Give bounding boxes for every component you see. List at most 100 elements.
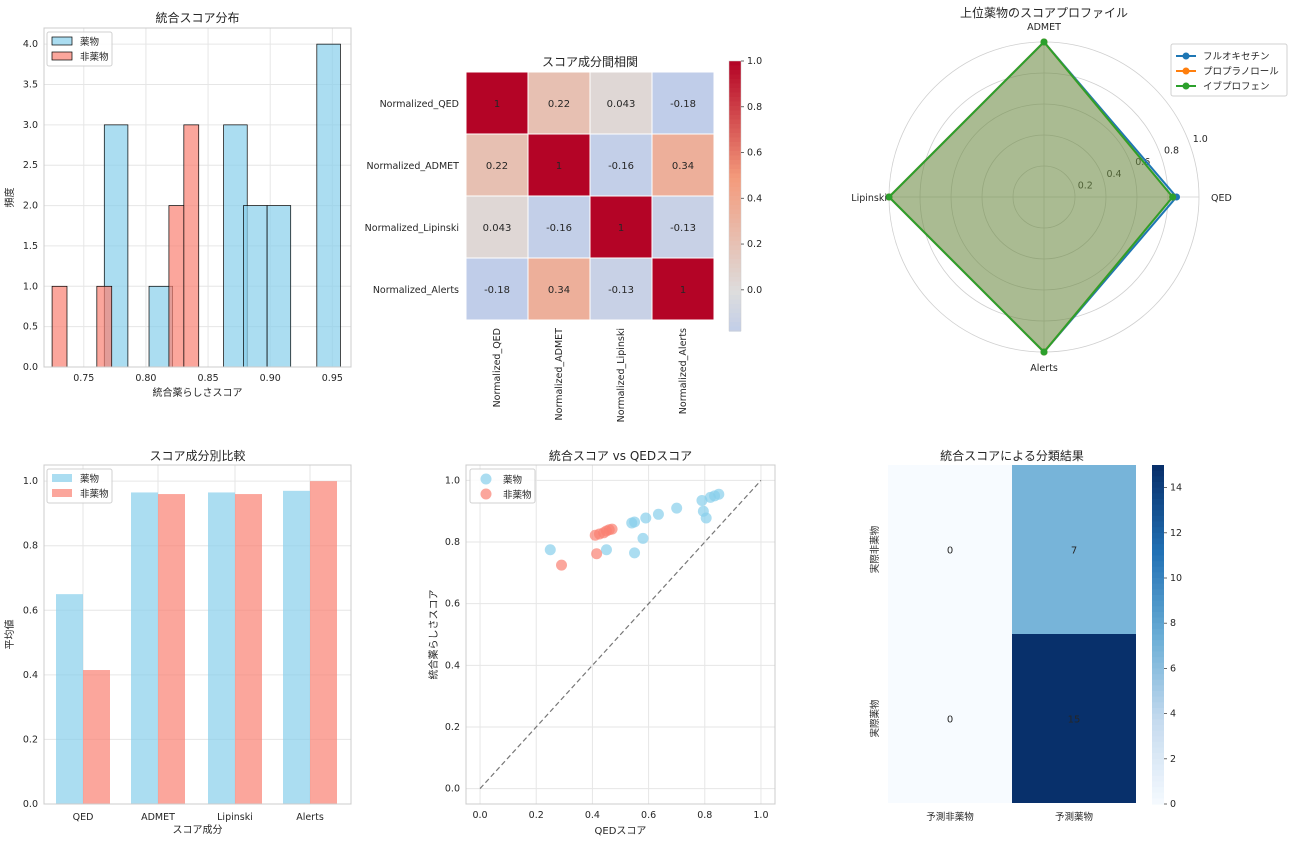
legend-swatch [51,36,73,46]
cell-value: 0.34 [672,161,694,172]
colorbar-segment [729,178,741,184]
y-tick-label: 1.0 [23,281,38,292]
y-tick-label: 0.8 [23,541,38,552]
row-label: 実際非薬物 [869,525,881,573]
heatmap-cell [651,195,715,259]
colorbar-segment [729,97,741,103]
colorbar-segment [1152,476,1164,483]
y-axis-label: 平均値 [3,620,16,650]
colorbar-segment [729,92,741,98]
scatter-point [629,516,641,528]
colorbar-tick-label: 14 [1170,483,1182,494]
colorbar-segment [729,164,741,170]
colorbar-segment [729,101,741,107]
colorbar-segment [1152,487,1164,494]
legend-swatch [52,489,72,497]
x-tick-label: 0.90 [260,373,281,384]
legend-label: 薬物 [80,473,100,485]
colorbar-segment [1152,510,1164,517]
axes-frame [43,464,352,805]
radial-tick-label: 0.2 [1078,180,1093,191]
colorbar-segment [1152,798,1164,805]
colorbar-segment [729,119,741,125]
x-axis-label: 統合薬らしさスコア [153,386,243,399]
cell-value: -0.16 [608,161,634,172]
colorbar-segment [1152,515,1164,523]
colorbar-segment [1152,498,1164,506]
heatmap-cell [465,71,529,135]
colorbar-segment [1152,640,1164,647]
cell-value: 0.043 [483,223,512,234]
colorbar-segment [1152,561,1164,568]
radial-tick-label: 0.4 [1106,169,1121,180]
cell-value: 0.043 [607,99,636,110]
colorbar-tick-label: 0.0 [747,285,762,296]
colorbar-segment [729,272,741,278]
legend-frame [1170,43,1288,97]
colorbar-segment [1152,566,1164,573]
histogram-bar [266,205,292,368]
colorbar-segment [1152,792,1164,799]
colorbar-segment [729,124,741,130]
colorbar-tick-label: 6 [1170,663,1176,674]
colorbar-segment [729,146,741,152]
legend-swatch [52,474,72,482]
bar [131,492,158,804]
radial-tick-label: 0.8 [1164,146,1179,157]
histogram-bar [183,124,200,368]
y-tick-label: 0.5 [23,322,38,333]
colorbar-segment [729,65,741,71]
radar-axis-label: Lipinski [851,193,887,204]
heatmap-cell [527,257,591,321]
colorbar-segment [1152,679,1164,686]
histogram-bar [316,43,341,368]
y-tick-label: 0.0 [23,799,38,810]
colorbar-segment [1152,645,1164,653]
colorbar-segment [729,241,741,247]
colorbar-segment [729,133,741,139]
cell-value: -0.18 [670,99,696,110]
colorbar-segment [729,218,741,224]
cell-value: -0.13 [608,285,634,296]
heatmap-cell [888,634,1012,803]
colorbar-segment [1152,481,1164,489]
row-label: Normalized_ADMET [367,161,460,172]
y-tick-label: 1.0 [445,475,460,486]
scatter-point [700,512,712,524]
colorbar-segment [729,286,741,292]
chart-title: スコア成分別比較 [149,448,245,463]
colorbar-segment [1152,674,1164,681]
histogram-bar [168,205,185,368]
x-tick-label: 0.95 [322,373,343,384]
x-tick-label: 0.85 [197,373,218,384]
y-tick-label: 0.2 [445,722,460,733]
column-label: Normalized_ADMET [554,328,565,421]
radar-marker [1040,38,1048,46]
y-tick-label: 0.0 [445,784,460,795]
y-axis-label: 頻度 [3,188,16,208]
colorbar-segment [1152,470,1164,477]
colorbar-tick-label: 10 [1170,573,1182,584]
legend-label: 非薬物 [503,489,532,501]
legend-marker [1182,52,1190,60]
colorbar-segment [1152,685,1164,692]
colorbar-tick-label: 0 [1170,799,1176,810]
colorbar-segment [1152,527,1164,534]
colorbar-tick-label: 0.6 [747,148,762,159]
cell-value: 1 [556,161,562,172]
colorbar-segment [729,61,741,67]
radial-tick-label: 0.6 [1135,157,1150,168]
x-tick-label: Alerts [296,812,324,823]
heatmap-cell [651,133,715,197]
colorbar-segment [729,151,741,157]
colorbar-segment [1152,600,1164,607]
colorbar-segment [1152,696,1164,703]
cell-value: 0 [947,715,953,726]
heatmap-cell [589,195,653,259]
bar-panel: QED ADMET Lipinski Alerts 0.0 0.2 0.4 0.6 0.8 1.0… [3,448,352,836]
colorbar-segment [1152,617,1164,624]
x-tick-label: 0.80 [135,373,156,384]
bar [235,494,262,804]
colorbar-segment [729,155,741,161]
y-tick-label: 0.4 [445,660,460,671]
